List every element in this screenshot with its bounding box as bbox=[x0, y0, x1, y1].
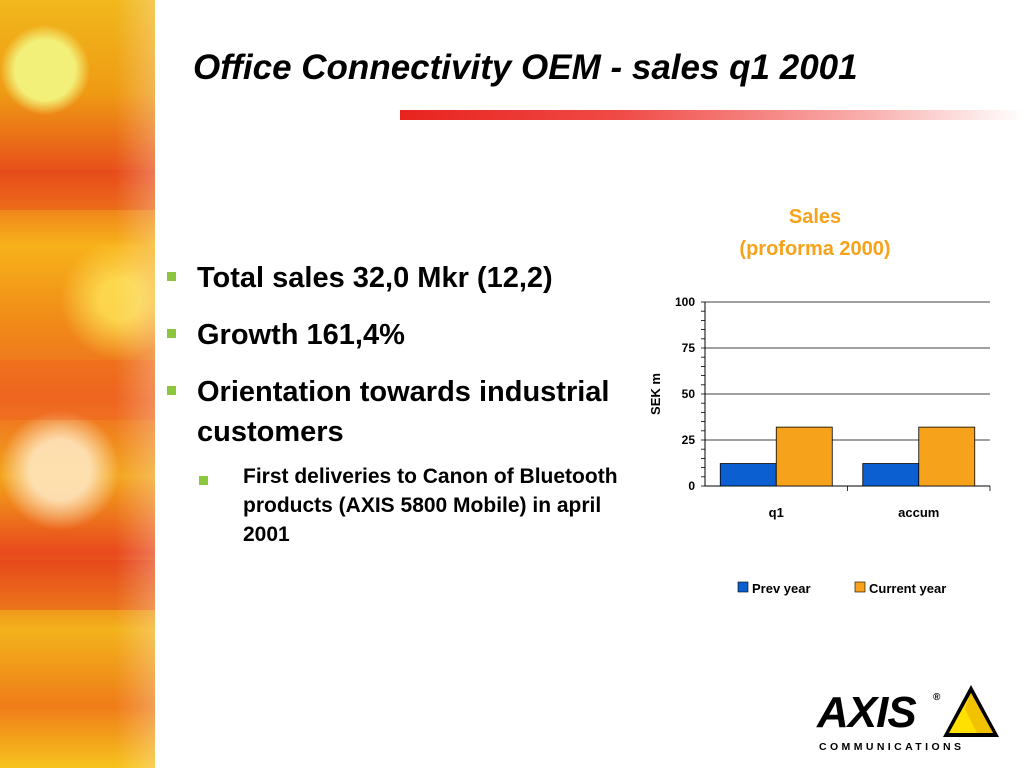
bullet-item: Total sales 32,0 Mkr (12,2) bbox=[165, 258, 625, 298]
x-tick-label: accum bbox=[898, 505, 939, 520]
y-tick-label: 75 bbox=[682, 341, 696, 355]
bullet-item: Orientation towards industrial customers… bbox=[165, 372, 625, 549]
square-sub-bullet-icon bbox=[199, 476, 208, 485]
legend-swatch-prev-year bbox=[737, 581, 749, 593]
square-bullet-icon bbox=[167, 386, 176, 395]
bar-current-year-accum bbox=[918, 426, 976, 487]
logo-tagline: COMMUNICATIONS bbox=[819, 741, 965, 753]
title-underline bbox=[400, 110, 1024, 120]
bar-prev-year-accum bbox=[862, 463, 920, 487]
sales-chart: Sales (proforma 2000) 0 25 50 75 100 SEK m q1 a… bbox=[640, 195, 1000, 615]
logo-triangle-icon bbox=[943, 685, 999, 737]
sub-bullet-text: First deliveries to Canon of Bluetooth p… bbox=[243, 465, 618, 546]
bullet-text: Orientation towards industrial customers bbox=[197, 376, 610, 448]
axis-logo: AXIS ® COMMUNICATIONS bbox=[815, 683, 1000, 753]
decorative-side-image bbox=[0, 0, 155, 768]
bullet-list: Total sales 32,0 Mkr (12,2) Growth 161,4… bbox=[165, 258, 625, 566]
slide-title: Office Connectivity OEM - sales q1 2001 bbox=[193, 48, 858, 87]
bullet-text: Total sales 32,0 Mkr (12,2) bbox=[197, 262, 553, 294]
logo-wordmark: AXIS bbox=[817, 688, 917, 737]
bullet-text: Growth 161,4% bbox=[197, 319, 405, 351]
bar-current-year-q1 bbox=[775, 426, 833, 487]
y-tick-label: 50 bbox=[682, 387, 696, 401]
square-bullet-icon bbox=[167, 272, 176, 281]
y-tick-label: 25 bbox=[682, 433, 696, 447]
sub-bullet-list: First deliveries to Canon of Bluetooth p… bbox=[197, 462, 625, 549]
y-axis-label: SEK m bbox=[648, 373, 663, 415]
logo-registered-mark: ® bbox=[933, 692, 941, 703]
y-tick-label: 0 bbox=[688, 479, 695, 493]
legend-swatch-current-year bbox=[854, 581, 866, 593]
chart-title: Sales bbox=[788, 206, 842, 228]
bar-prev-year-q1 bbox=[719, 463, 777, 487]
bar-chart-svg: 0 25 50 75 100 SEK m q1 accum Prev year Current y… bbox=[648, 295, 991, 596]
y-tick-label: 100 bbox=[675, 295, 695, 309]
sub-bullet-item: First deliveries to Canon of Bluetooth p… bbox=[197, 462, 625, 549]
bullet-item: Growth 161,4% bbox=[165, 315, 625, 355]
x-tick-label: q1 bbox=[769, 505, 784, 520]
square-bullet-icon bbox=[167, 329, 176, 338]
legend-label: Prev year bbox=[752, 581, 811, 596]
legend-label: Current year bbox=[869, 581, 946, 596]
chart-subtitle: (proforma 2000) bbox=[739, 238, 891, 260]
